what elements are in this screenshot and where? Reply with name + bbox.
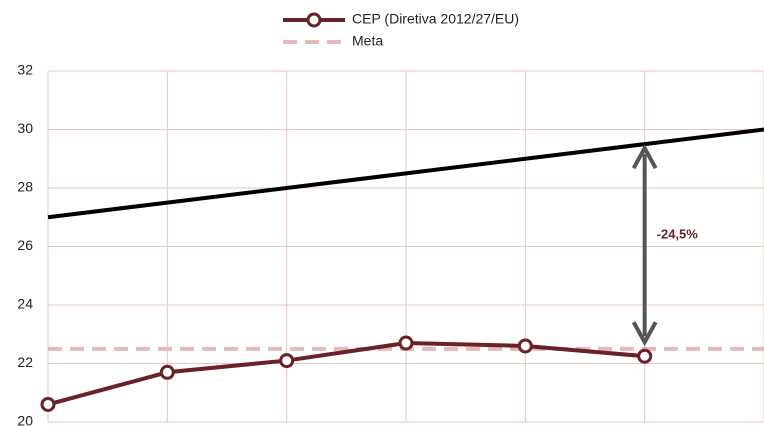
marker (398, 335, 414, 351)
arrow-head (631, 321, 658, 347)
y-tick-label: 24 (17, 296, 33, 312)
legend-label: CEP (Diretiva 2012/27/EU) (352, 11, 519, 27)
marker (517, 338, 533, 354)
y-tick-label: 30 (17, 120, 33, 136)
marker (279, 353, 295, 369)
marker (40, 396, 56, 412)
marker (637, 348, 653, 364)
y-tick-label: 22 (17, 354, 33, 370)
legend-marker (306, 12, 322, 28)
y-tick-label: 32 (17, 62, 33, 78)
legend-label: Meta (352, 33, 383, 49)
y-tick-label: 20 (17, 413, 33, 426)
marker (159, 364, 175, 380)
arrow-head (631, 143, 658, 170)
series-line (47, 341, 645, 407)
y-tick-label: 28 (17, 179, 33, 195)
y-tick-label: 26 (17, 237, 33, 253)
annotation: -24,5% (657, 227, 699, 242)
